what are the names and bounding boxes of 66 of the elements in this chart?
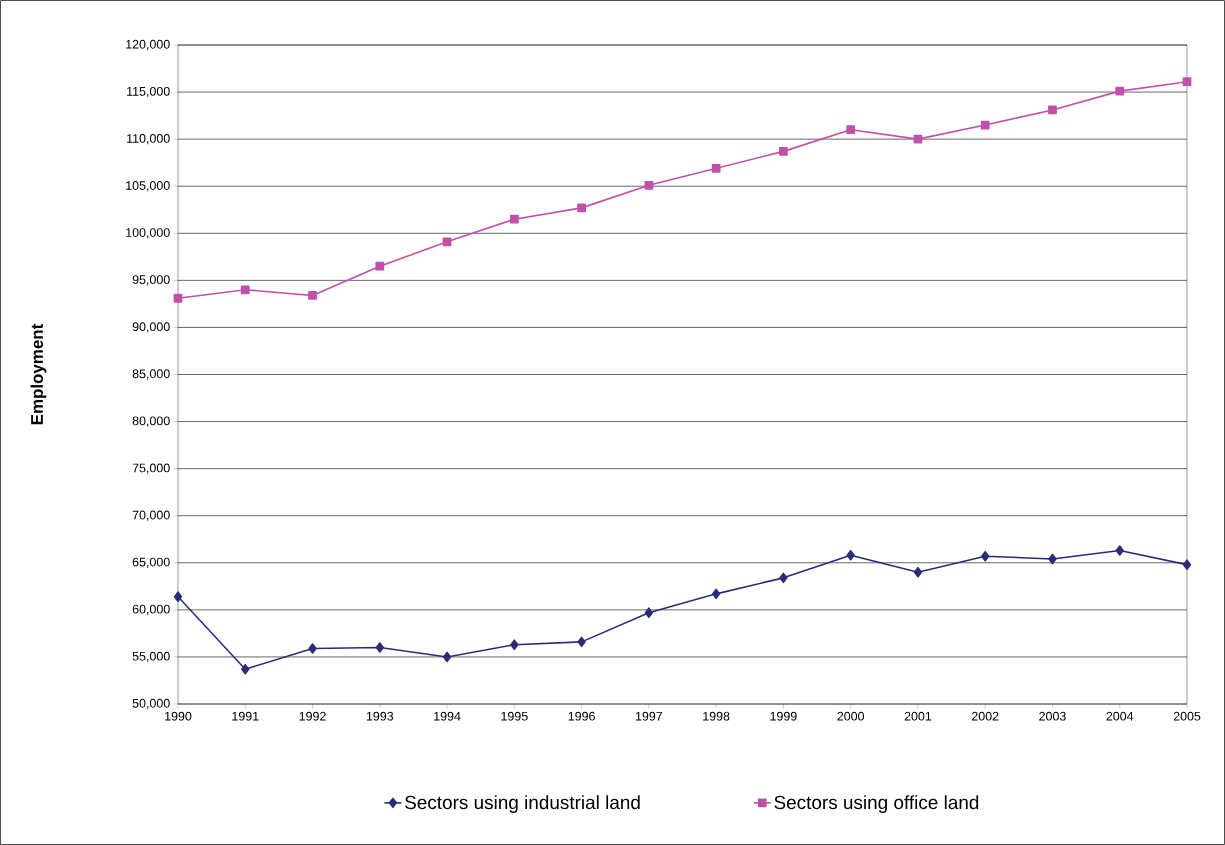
point	[711, 163, 721, 173]
point	[510, 639, 519, 650]
y-tick-label: 50,000	[132, 698, 170, 710]
point	[442, 651, 452, 663]
point	[173, 591, 183, 602]
point	[846, 125, 856, 135]
point	[375, 642, 384, 653]
point	[577, 203, 586, 213]
point	[308, 291, 317, 300]
point	[779, 147, 788, 156]
point	[375, 261, 385, 271]
x-tick-label: 1991	[232, 711, 259, 721]
point	[711, 588, 721, 600]
y-tick-label: 65,000	[132, 557, 170, 568]
y-tick-label: 95,000	[132, 275, 170, 286]
point	[1115, 86, 1125, 96]
point	[1182, 77, 1192, 87]
point	[1048, 105, 1057, 115]
point	[442, 237, 452, 247]
point	[308, 643, 317, 654]
point	[980, 120, 990, 130]
point	[577, 636, 586, 648]
point	[1182, 559, 1192, 570]
point	[981, 550, 990, 562]
y-tick-label: 75,000	[132, 463, 170, 474]
point	[779, 572, 788, 584]
y-tick-label: 60,000	[132, 604, 170, 615]
x-tick-label: 1996	[568, 711, 595, 721]
y-tick-label: 100,000	[126, 228, 170, 239]
point	[1115, 545, 1124, 556]
y-tick-label: 70,000	[132, 510, 170, 521]
x-tick-label: 1998	[703, 711, 730, 721]
x-tick-label: 2005	[1173, 711, 1201, 721]
y-tick-label: 80,000	[132, 416, 170, 427]
y-tick-label: 105,000	[126, 181, 170, 192]
point	[1048, 553, 1057, 565]
y-tick-label: 115,000	[127, 86, 170, 98]
point	[913, 566, 923, 578]
x-tick-label: 2000	[837, 711, 865, 721]
y-tick-label: 120,000	[126, 39, 170, 51]
point	[846, 549, 855, 561]
x-tick-label: 2004	[1106, 711, 1134, 721]
legend-label: Sectors using office land	[774, 795, 979, 813]
x-tick-label: 1992	[299, 711, 326, 721]
x-tick-label: 1990	[165, 711, 192, 721]
x-tick-label: 1994	[434, 711, 461, 721]
y-tick-label: 90,000	[132, 322, 170, 333]
y-tick-label: 55,000	[132, 651, 170, 663]
point	[240, 285, 250, 295]
x-tick-label: 1993	[366, 711, 394, 721]
point	[644, 607, 654, 618]
x-tick-label: 1999	[770, 711, 797, 721]
x-tick-label: 2001	[904, 711, 932, 721]
point	[173, 293, 183, 303]
x-tick-label: 2003	[1039, 711, 1066, 721]
x-tick-label: 2002	[971, 711, 999, 721]
y-tick-label: 85,000	[132, 369, 170, 380]
x-tick-label: 1995	[501, 711, 528, 721]
point	[241, 663, 250, 675]
point	[644, 180, 654, 190]
y-tick-label: 110,000	[127, 134, 170, 145]
legend-label: Sectors using industrial land	[405, 795, 640, 813]
point	[509, 214, 519, 224]
y-axis-title: Employment	[30, 323, 47, 425]
x-tick-label: 1997	[635, 711, 663, 721]
point	[913, 134, 923, 144]
